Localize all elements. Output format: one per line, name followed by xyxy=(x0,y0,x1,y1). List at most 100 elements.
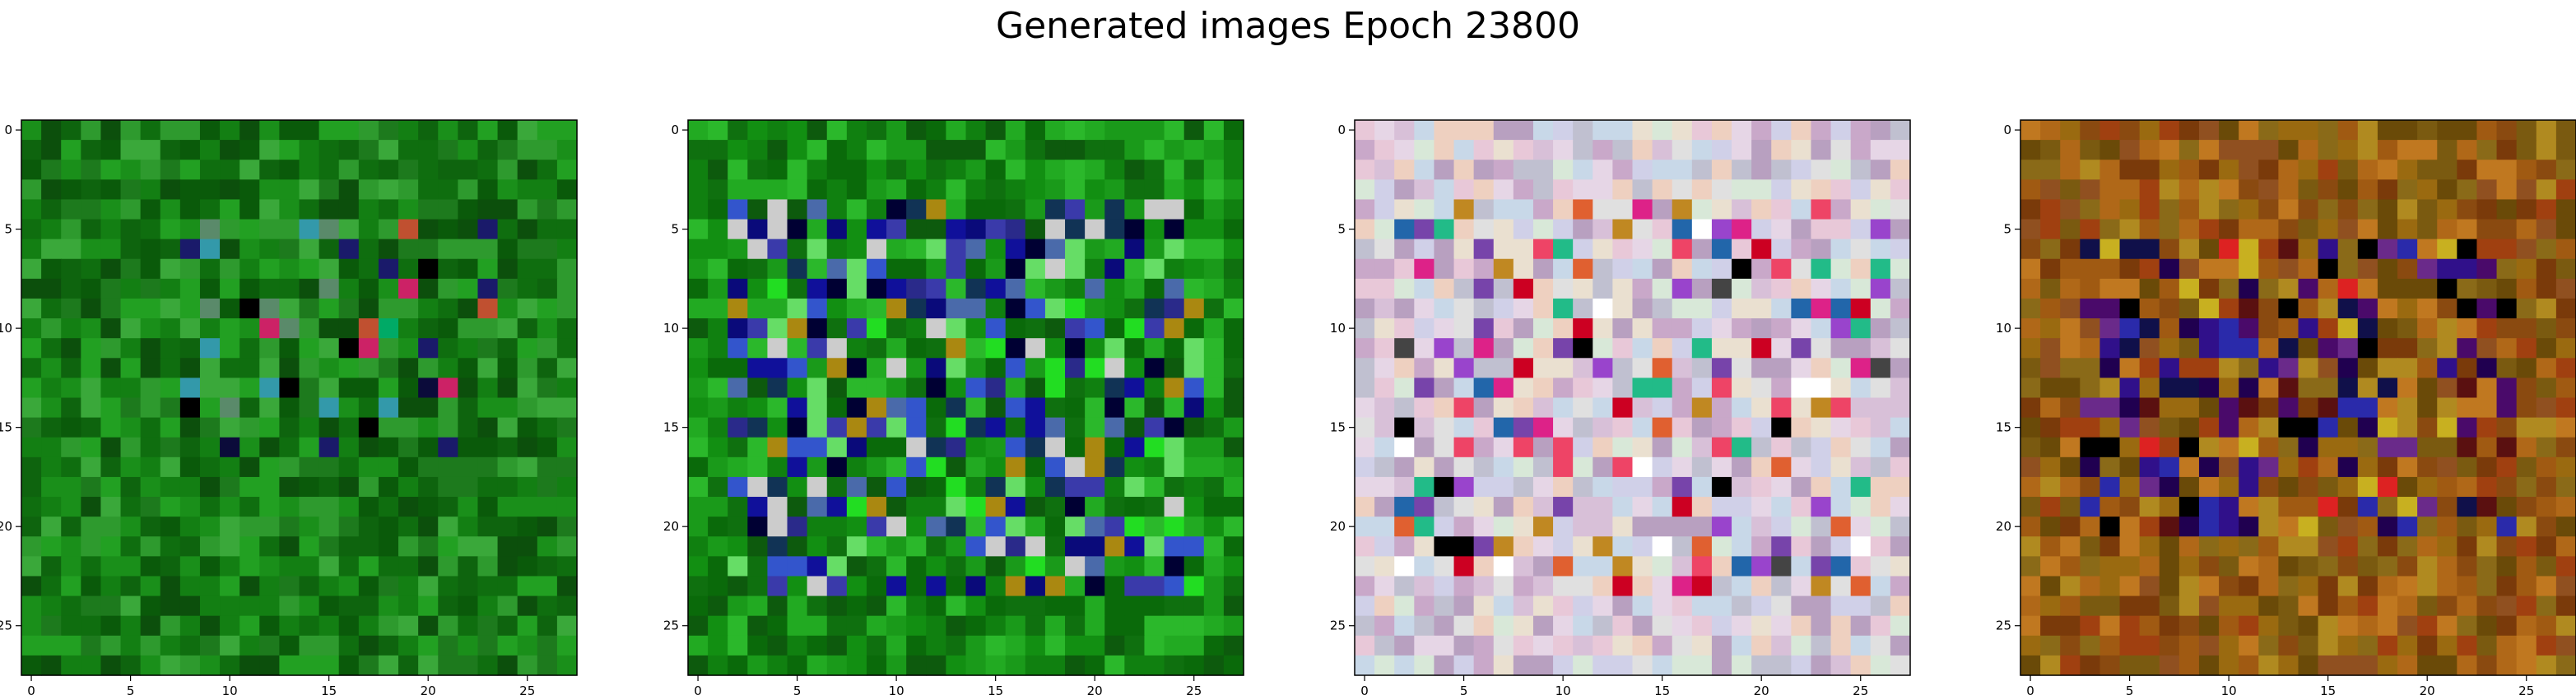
pixel-cell xyxy=(1732,497,1752,517)
pixel-cell xyxy=(2239,358,2259,378)
pixel-cell xyxy=(2258,456,2279,478)
pixel-cell xyxy=(2536,497,2557,517)
pixel-cell xyxy=(1144,456,1165,478)
pixel-cell xyxy=(477,536,499,557)
pixel-cell xyxy=(1223,338,1244,359)
pixel-cell xyxy=(21,358,42,378)
pixel-cell xyxy=(1124,338,1146,359)
pixel-cell xyxy=(1104,595,1125,617)
pixel-cell xyxy=(688,576,709,597)
pixel-cell xyxy=(2258,378,2279,399)
pixel-cell xyxy=(807,615,828,637)
pixel-cell xyxy=(21,576,42,597)
pixel-cell xyxy=(81,517,102,537)
x-tick-label: 0 xyxy=(27,683,35,695)
pixel-cell xyxy=(2337,258,2359,280)
pixel-cell xyxy=(1005,298,1026,319)
pixel-cell xyxy=(2357,160,2378,180)
pixel-cell xyxy=(787,655,808,676)
pixel-cell xyxy=(2377,278,2398,299)
pixel-cell xyxy=(2178,318,2200,339)
pixel-cell xyxy=(2437,635,2457,656)
pixel-cell xyxy=(140,219,161,240)
pixel-cell xyxy=(2496,179,2518,201)
pixel-cell xyxy=(1044,318,1066,339)
pixel-cell xyxy=(259,140,280,160)
pixel-cell xyxy=(239,456,260,478)
pixel-cell xyxy=(2377,140,2398,160)
pixel-cell xyxy=(2437,437,2457,458)
pixel-cell xyxy=(1473,378,1495,399)
pixel-cell xyxy=(1414,160,1435,180)
pixel-cell xyxy=(21,278,42,299)
pixel-cell xyxy=(2159,536,2180,557)
pixel-cell xyxy=(2060,120,2081,141)
pixel-cell xyxy=(946,536,967,557)
pixel-cell xyxy=(906,160,927,180)
pixel-cell xyxy=(2139,199,2160,220)
pixel-cell xyxy=(886,199,907,220)
pixel-cell xyxy=(1652,160,1673,180)
pixel-cell xyxy=(61,576,81,597)
pixel-cell xyxy=(807,239,828,260)
pixel-cell xyxy=(220,160,240,180)
pixel-cell xyxy=(239,437,260,458)
pixel-cell xyxy=(2119,655,2141,676)
pixel-cell xyxy=(1394,239,1415,260)
pixel-cell xyxy=(338,120,360,141)
pixel-cell xyxy=(1493,219,1514,240)
pixel-cell xyxy=(1850,615,1872,637)
pixel-cell xyxy=(140,338,161,359)
pixel-cell xyxy=(2516,318,2537,339)
pixel-cell xyxy=(2178,437,2200,458)
pixel-cell xyxy=(1532,397,1554,419)
x-tick-label: 0 xyxy=(2026,683,2034,695)
pixel-cell xyxy=(1183,298,1205,319)
pixel-cell xyxy=(458,517,479,537)
y-tick-label: 25 xyxy=(663,619,679,633)
pixel-cell xyxy=(497,576,518,597)
pixel-cell xyxy=(1355,397,1375,419)
pixel-cell xyxy=(299,615,320,637)
pixel-cell xyxy=(1652,338,1673,359)
pixel-cell xyxy=(1532,536,1554,557)
pixel-cell xyxy=(1223,517,1244,537)
x-tick-label: 20 xyxy=(1087,683,1103,695)
pixel-cell xyxy=(688,517,709,537)
pixel-cell xyxy=(1203,219,1225,240)
pixel-cell xyxy=(438,219,458,240)
pixel-cell xyxy=(2060,160,2081,180)
pixel-cell xyxy=(2496,417,2518,438)
pixel-cell xyxy=(299,556,320,577)
pixel-cell xyxy=(2516,517,2537,537)
pixel-cell xyxy=(438,239,458,260)
pixel-cell xyxy=(1553,615,1574,637)
pixel-cell xyxy=(199,199,221,220)
pixel-cell xyxy=(1104,120,1125,141)
pixel-cell xyxy=(2298,179,2319,201)
pixel-cell xyxy=(1513,378,1534,399)
pixel-cell xyxy=(319,199,340,220)
pixel-cell xyxy=(299,655,320,676)
pixel-cell xyxy=(477,318,499,339)
pixel-cell xyxy=(2178,576,2200,597)
pixel-cell xyxy=(2219,655,2239,676)
pixel-cell xyxy=(239,160,260,180)
pixel-cell xyxy=(2159,140,2180,160)
pixel-cell xyxy=(1044,160,1066,180)
pixel-cell xyxy=(2417,615,2438,637)
pixel-cell xyxy=(2239,595,2259,617)
pixel-cell xyxy=(886,298,907,319)
pixel-cell xyxy=(2040,378,2061,399)
pixel-cell xyxy=(2337,417,2359,438)
pixel-cell xyxy=(2159,378,2180,399)
pixel-cell xyxy=(1652,576,1673,597)
pixel-cell xyxy=(2437,378,2457,399)
pixel-cell xyxy=(120,655,142,676)
pixel-cell xyxy=(61,476,81,498)
pixel-cell xyxy=(1573,140,1593,160)
pixel-cell xyxy=(1203,140,1225,160)
pixel-cell xyxy=(299,140,320,160)
pixel-cell xyxy=(2397,239,2418,260)
pixel-cell xyxy=(906,476,927,498)
